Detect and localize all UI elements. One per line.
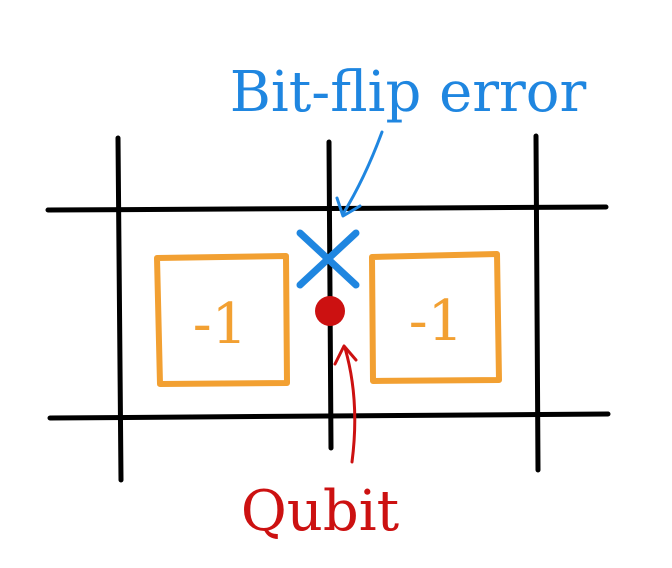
grid-line-vertical-left [115, 135, 124, 483]
qubit-label: Qubit [241, 479, 400, 544]
plaquette-left-box [154, 253, 290, 387]
plaquette-left: -1 [154, 253, 290, 387]
error-arrow-shaft [341, 130, 384, 216]
error-arrow-head [335, 196, 362, 218]
error-arrow-icon [335, 130, 384, 218]
plaquette-right-box [369, 251, 502, 384]
x-mark-icon [296, 229, 360, 289]
qubit-arrow-shaft [343, 346, 357, 464]
x-mark-stroke-2 [296, 229, 360, 289]
error-label: Bit-flip error [230, 60, 587, 125]
plaquette-right: -1 [369, 251, 502, 384]
lattice-grid [45, 133, 611, 483]
plaquette-right-value: -1 [409, 289, 464, 354]
plaquette-left-value: -1 [193, 292, 248, 357]
qubit-arrow-icon [333, 344, 358, 464]
grid-line-vertical-middle [326, 139, 334, 451]
qubit-arrow-head [333, 344, 358, 366]
dot-icon [315, 296, 345, 326]
grid-line-vertical-right [533, 133, 541, 473]
